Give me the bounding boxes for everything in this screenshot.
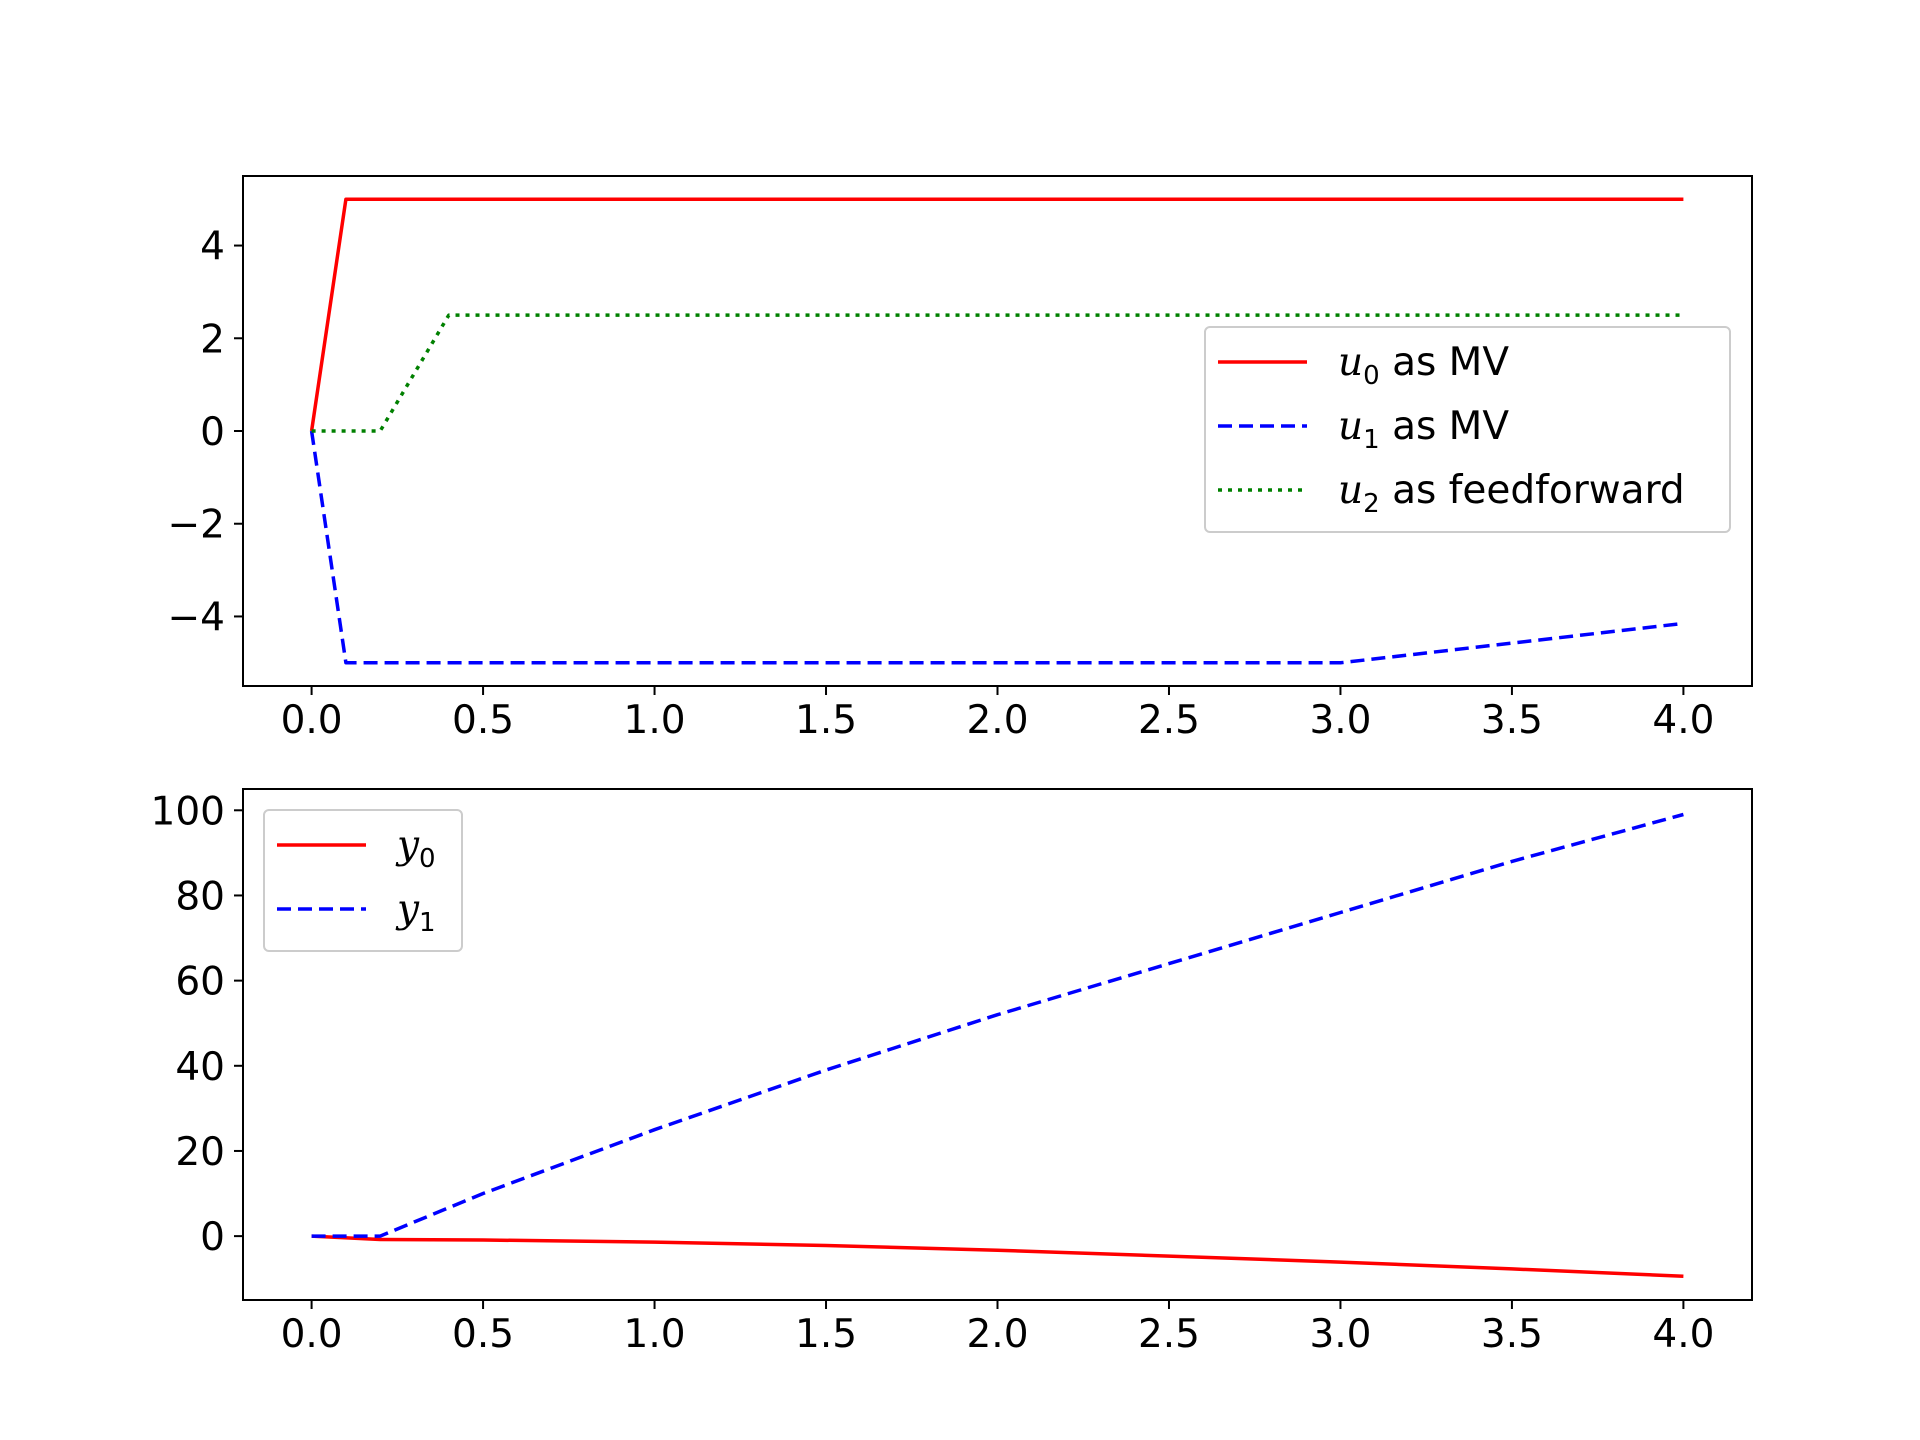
y-tick-label: 0 — [200, 410, 225, 455]
bottom-y-axis: 100 80 60 40 20 0 — [151, 789, 243, 1260]
series-line-y0 — [311, 1234, 1684, 1278]
x-tick-label: 0.0 — [281, 698, 343, 743]
y-tick-label: 100 — [151, 789, 225, 834]
x-tick-label: 0.5 — [452, 1312, 514, 1357]
series-line-y1 — [311, 812, 1684, 1238]
legend-label: y1 — [395, 887, 436, 938]
y-tick-label: 20 — [175, 1130, 225, 1175]
y-tick-label: −4 — [168, 595, 226, 640]
y-tick-label: 80 — [175, 874, 225, 919]
bottom-x-axis: 0.0 0.5 1.0 1.5 2.0 2.5 3.0 3.5 4.0 — [281, 1300, 1714, 1357]
x-tick-label: 2.0 — [966, 698, 1028, 743]
y-tick-label: 4 — [200, 225, 225, 270]
top-y-axis: 4 2 0 −2 −4 — [168, 225, 243, 640]
series-line-u1 — [309, 430, 1684, 665]
x-tick-label: 3.0 — [1309, 1312, 1371, 1357]
x-tick-label: 1.5 — [795, 1312, 857, 1357]
x-tick-label: 1.0 — [624, 698, 686, 743]
x-tick-label: 3.0 — [1309, 698, 1371, 743]
legend-label: y0 — [395, 823, 436, 874]
x-tick-label: 4.0 — [1652, 1312, 1714, 1357]
series-line-u2 — [311, 313, 1684, 433]
top-x-axis: 0.0 0.5 1.0 1.5 2.0 2.5 3.0 3.5 4.0 — [281, 686, 1714, 743]
x-tick-label: 0.5 — [452, 698, 514, 743]
bottom-subplot: 0.0 0.5 1.0 1.5 2.0 2.5 3.0 3.5 4.0 100 80 60 40 20 0… — [151, 788, 1753, 1357]
x-tick-label: 2.0 — [966, 1312, 1028, 1357]
y-tick-label: 2 — [200, 317, 225, 362]
x-tick-label: 2.5 — [1138, 1312, 1200, 1357]
legend-label: u0 as MV — [1338, 340, 1509, 391]
top-lines — [309, 197, 1684, 665]
x-tick-label: 1.0 — [624, 1312, 686, 1357]
legend-label: u1 as MV — [1338, 404, 1509, 455]
x-tick-label: 3.5 — [1481, 698, 1543, 743]
top-subplot: 0.0 0.5 1.0 1.5 2.0 2.5 3.0 3.5 4.0 4 2 0 −2 −4 u0 a… — [168, 175, 1753, 743]
series-line-u0 — [309, 197, 1684, 432]
legend-label: u2 as feedforward — [1338, 468, 1685, 519]
x-tick-label: 2.5 — [1138, 698, 1200, 743]
legend-box — [1204, 326, 1731, 533]
bottom-lines — [311, 812, 1684, 1278]
x-tick-label: 0.0 — [281, 1312, 343, 1357]
y-tick-label: 60 — [175, 960, 225, 1005]
x-tick-label: 4.0 — [1652, 698, 1714, 743]
top-legend: u0 as MV u1 as MV u2 as feedforward — [1204, 326, 1731, 533]
x-tick-label: 1.5 — [795, 698, 857, 743]
y-tick-label: −2 — [168, 503, 226, 548]
y-tick-label: 40 — [175, 1045, 225, 1090]
y-tick-label: 0 — [200, 1215, 225, 1260]
x-tick-label: 3.5 — [1481, 1312, 1543, 1357]
